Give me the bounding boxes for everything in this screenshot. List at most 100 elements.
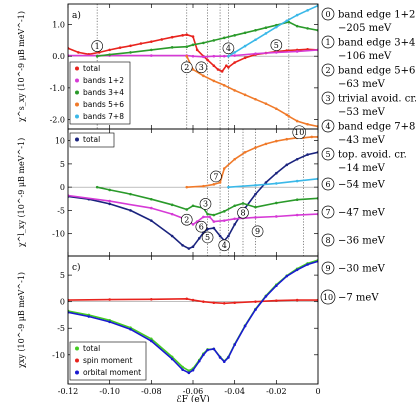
side-number: 4: [325, 122, 330, 131]
side-label-line1: band edge 5+6: [338, 66, 415, 77]
data-point: [254, 205, 257, 209]
data-point: [295, 119, 299, 123]
data-point: [129, 192, 132, 196]
data-point: [275, 25, 278, 29]
series-group: [68, 135, 318, 250]
data-point: [254, 192, 257, 196]
data-point: [264, 295, 268, 298]
data-point: [218, 234, 222, 238]
data-point: [191, 68, 195, 71]
data-point: [118, 46, 122, 49]
panel-label: c): [72, 262, 81, 273]
panel-2: 5 0 -5 -10 c) χxy (10^-9 μB meV^-1) total spin …: [17, 255, 319, 385]
data-point: [202, 353, 205, 357]
data-point: [150, 297, 153, 301]
data-point: [275, 215, 278, 218]
legend-label: total: [83, 344, 100, 353]
data-point: [202, 184, 205, 188]
data-point: [275, 139, 278, 143]
legend-label: bands 1+2: [83, 76, 124, 85]
data-point: [218, 181, 222, 184]
data-point: [212, 347, 216, 351]
side-number-circle: [321, 7, 335, 21]
x-tick-label: -0.04: [224, 387, 245, 396]
side-number: 5: [325, 150, 330, 159]
data-point: [222, 36, 226, 40]
x-axis-label: ℰF (eV): [176, 394, 209, 402]
data-point: [264, 181, 268, 184]
marker-label: 10: [294, 128, 304, 137]
data-point: [254, 38, 257, 42]
data-point: [187, 371, 191, 375]
data-point: [233, 89, 236, 92]
data-point: [181, 34, 184, 37]
side-label-line1: −30 meV: [338, 264, 386, 275]
side-number-circle: [321, 119, 335, 133]
data-point: [218, 356, 222, 359]
marker-circle: [210, 170, 222, 183]
data-point: [187, 247, 191, 250]
data-point: [97, 51, 101, 54]
x-tick-label: -0.12: [58, 387, 79, 396]
data-point: [285, 163, 289, 167]
data-point: [264, 26, 268, 30]
data-point: [254, 183, 257, 187]
marker-label: 1: [95, 42, 100, 51]
marker-circle: [195, 220, 208, 233]
series-group: [68, 4, 318, 128]
data-point: [181, 368, 184, 371]
data-point: [108, 199, 111, 203]
side-label-line1: −54 meV: [338, 180, 386, 191]
data-point: [306, 122, 309, 126]
data-point: [212, 220, 216, 223]
series-group: [68, 258, 318, 375]
data-point: [225, 64, 228, 68]
y-tick-label: -10: [52, 230, 65, 239]
data-point: [264, 142, 268, 146]
y-tick-label: -1.0: [50, 84, 65, 93]
marker-label: 4: [226, 44, 231, 53]
side-number-circle: [321, 177, 335, 191]
x-tick-label: -0.06: [183, 387, 204, 396]
data-point: [285, 274, 289, 278]
data-point: [233, 204, 236, 208]
data-point: [222, 84, 226, 87]
side-label-line2: −43 meV: [338, 135, 386, 146]
data-point: [310, 135, 314, 139]
side-number: 8: [325, 236, 330, 245]
data-point: [295, 268, 299, 272]
data-point: [95, 185, 99, 189]
data-point: [222, 360, 226, 363]
data-point: [243, 56, 247, 60]
legend-swatch: [75, 137, 79, 142]
data-point: [129, 51, 132, 54]
data-point: [275, 182, 278, 185]
data-point: [150, 40, 153, 43]
legend-swatch: [75, 66, 79, 71]
data-point: [233, 223, 236, 226]
legend-swatch: [75, 358, 79, 363]
data-point: [212, 64, 216, 68]
data-point: [150, 339, 153, 343]
data-point: [212, 226, 216, 230]
data-point: [295, 50, 299, 53]
data-point: [191, 368, 195, 372]
marker-label: 2: [184, 216, 189, 225]
marker-circle: [201, 231, 214, 244]
data-point: [212, 79, 216, 83]
legend-box: [69, 341, 147, 381]
legend-label: bands 7+8: [83, 112, 124, 121]
data-point: [295, 13, 299, 17]
data-point: [222, 210, 226, 213]
side-number-circle: [321, 91, 335, 105]
y-axis-label: χxy (10^-9 μB meV^-1): [17, 272, 26, 368]
y-tick-label: 5: [60, 271, 65, 280]
data-point: [285, 19, 289, 23]
data-point: [108, 202, 111, 206]
data-point: [129, 209, 132, 212]
data-point: [243, 324, 247, 328]
y-axis-label: χ^s_xy (10^-9 μB meV^-1): [17, 11, 26, 122]
data-point: [202, 215, 205, 219]
data-point: [306, 263, 309, 266]
data-point: [150, 219, 153, 222]
